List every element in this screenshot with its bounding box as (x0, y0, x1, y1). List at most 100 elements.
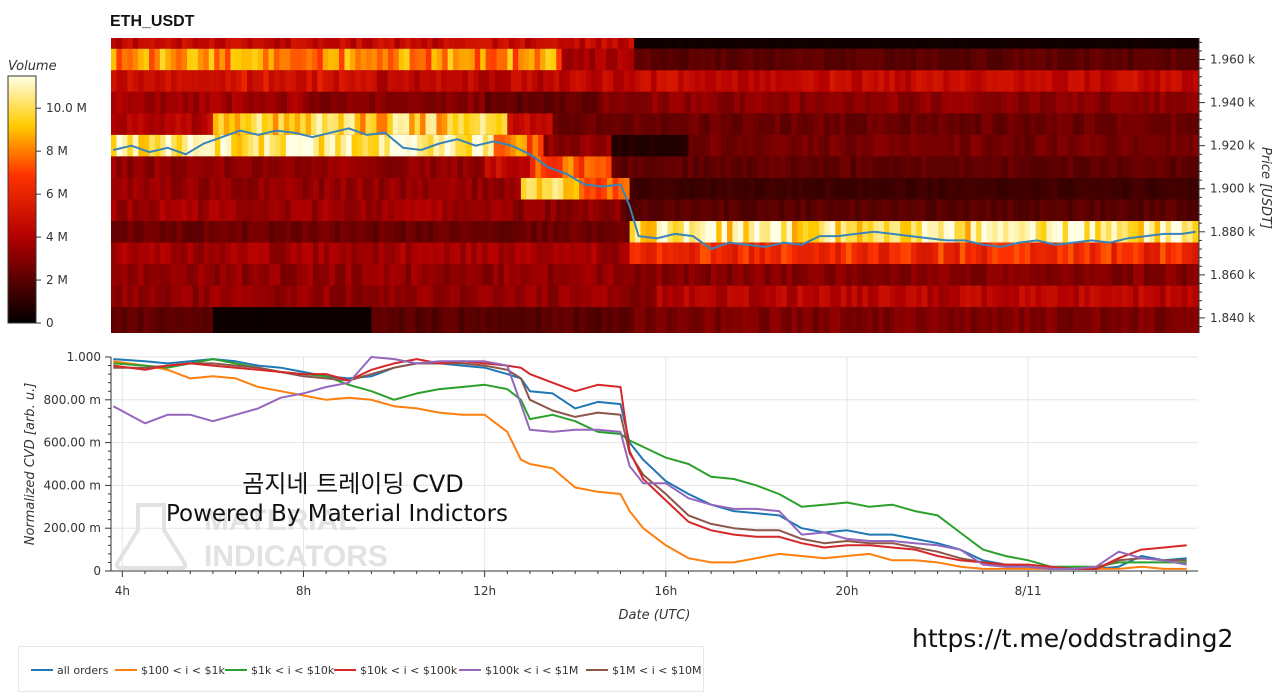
heatmap-cell (182, 91, 189, 114)
heatmap-cell (1029, 199, 1036, 222)
heatmap-cell (1122, 285, 1129, 308)
legend-item-2[interactable]: $1k < i < $10k (225, 664, 334, 677)
heatmap-cell (936, 199, 943, 222)
heatmap-cell (678, 242, 685, 265)
heatmap-cell (218, 307, 225, 333)
telegram-link[interactable]: https://t.me/oddstrading2 (912, 624, 1234, 653)
heatmap-cell (1035, 38, 1042, 49)
heatmap-cell (1127, 156, 1134, 178)
heatmap-cell (441, 156, 448, 178)
heatmap-cell (682, 48, 689, 71)
heatmap-cell (236, 177, 243, 200)
heatmap-cell (294, 307, 301, 333)
heatmap-cell (698, 156, 705, 178)
heatmap-cell (427, 177, 435, 200)
heatmap-cell (1041, 285, 1048, 308)
heatmap-cell (420, 113, 427, 135)
heatmap-cell (525, 285, 532, 308)
heatmap-cell (340, 134, 347, 157)
heatmap-cell (481, 38, 488, 49)
colorbar-label: Volume (8, 59, 57, 74)
heatmap-cell (1192, 307, 1199, 333)
heatmap-cell (878, 285, 885, 308)
heatmap-cell (970, 70, 977, 92)
heatmap-cell (356, 285, 363, 308)
heatmap-cell (986, 156, 993, 178)
heatmap-cell (1181, 38, 1188, 49)
heatmap-cell (1051, 264, 1058, 286)
heatmap-cell (512, 113, 520, 135)
colorbar-tick-label: 8 M (46, 144, 68, 158)
heatmap-cell (469, 48, 476, 71)
heatmap-cell (937, 113, 944, 135)
heatmap-cell (1030, 70, 1037, 92)
heatmap-cell (829, 113, 836, 135)
heatmap-cell (1122, 307, 1129, 333)
heatmap-cell (170, 307, 176, 333)
heatmap-cell (203, 48, 210, 71)
legend-item-3[interactable]: $10k < i < $100k (334, 664, 457, 677)
heatmap-cell (362, 264, 369, 286)
heatmap-cell (241, 285, 249, 308)
heatmap-cell (267, 113, 274, 135)
heatmap-cell (149, 91, 156, 114)
heatmap-cell (433, 242, 440, 265)
heatmap-cell (127, 48, 134, 71)
heatmap-cell (796, 48, 803, 71)
legend-item-0[interactable]: all orders (31, 664, 108, 677)
heatmap-cell (620, 199, 627, 222)
heatmap-cell (909, 199, 916, 222)
heatmap-cell (491, 48, 498, 71)
heatmap-cell (770, 70, 777, 92)
heatmap-cell (888, 48, 895, 71)
heatmap-cell (829, 38, 836, 49)
heatmap-cell (529, 156, 536, 178)
heatmap-cell (651, 177, 658, 200)
heatmap-cell (111, 199, 118, 222)
heatmap-cell (1008, 48, 1015, 71)
heatmap-cell (1099, 199, 1106, 222)
legend-item-1[interactable]: $100 < i < $1k (115, 664, 225, 677)
heatmap-cell (965, 177, 972, 200)
heatmap-cell (614, 91, 621, 114)
heatmap-cell (335, 177, 342, 200)
heatmap-cell (737, 177, 744, 200)
legend-item-4[interactable]: $100k < i < $1M (459, 664, 578, 677)
heatmap-cell (802, 264, 809, 286)
heatmap-cell (666, 134, 673, 157)
heatmap-cell (1192, 177, 1199, 200)
heatmap-cell (415, 48, 422, 71)
heatmap-cell (384, 177, 391, 200)
heatmap-cell (1067, 156, 1074, 178)
heatmap-cell (964, 113, 971, 135)
heatmap-cell (236, 242, 243, 265)
heatmap-cell (127, 285, 134, 308)
heatmap-cell (650, 113, 657, 135)
legend-item-5[interactable]: $1M < i < $10M (586, 664, 701, 677)
heatmap-cell (355, 48, 362, 71)
heatmap-cell (682, 113, 689, 135)
cvd-series-3 (113, 358, 1187, 570)
heatmap-cell (867, 113, 874, 135)
heatmap-cell (334, 285, 341, 308)
heatmap-cell (214, 221, 221, 243)
heatmap-cell (1170, 70, 1177, 92)
heatmap-cell (785, 113, 792, 135)
heatmap-cell (515, 177, 522, 200)
heatmap-cell (786, 70, 793, 92)
heatmap-cell (1062, 156, 1069, 178)
heatmap-cell (192, 199, 199, 222)
heatmap-cell (365, 113, 372, 135)
heatmap-cell (926, 38, 933, 49)
heatmap-cell (824, 221, 831, 243)
heatmap-cell (1111, 134, 1118, 157)
heatmap-cell (580, 134, 586, 157)
heatmap-cell (861, 113, 868, 135)
heatmap-cell (678, 177, 685, 200)
heatmap-cell (942, 156, 949, 178)
heatmap-cell (274, 264, 281, 286)
heatmap-cell (616, 134, 624, 157)
heatmap-cell (861, 134, 868, 157)
heatmap-cell (1017, 91, 1025, 114)
heatmap-cell (553, 285, 560, 308)
